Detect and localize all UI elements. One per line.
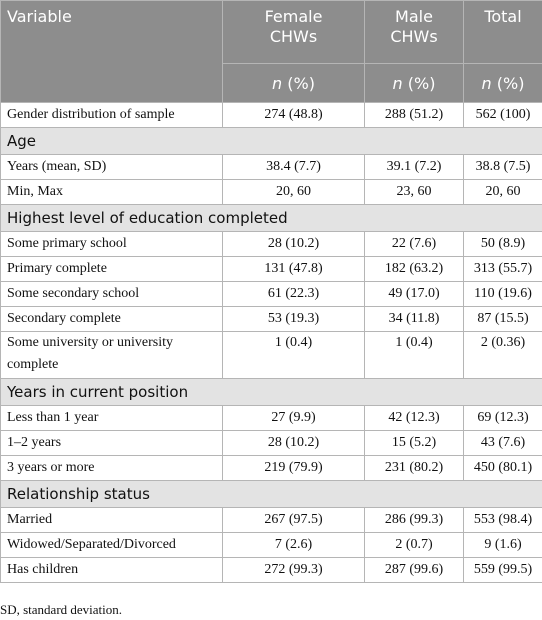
header-text: Male CHWs xyxy=(390,7,438,46)
value-cell: 288 (51.2) xyxy=(364,102,464,128)
value-cell: 69 (12.3) xyxy=(463,405,542,431)
section-row: Relationship status xyxy=(0,480,542,508)
value-cell: 23, 60 xyxy=(364,179,464,205)
label-cell: Some secondary school xyxy=(0,281,223,307)
subheader-cell: n (%) xyxy=(463,63,542,103)
data-row: Has children 272 (99.3) 287 (99.6) 559 (99.… xyxy=(0,557,542,583)
table-header: Variable Female CHWs Male CHWs Total n (… xyxy=(0,0,542,103)
value-cell: 20, 60 xyxy=(222,179,365,205)
data-row: 3 years or more 219 (79.9) 231 (80.2) 450 (… xyxy=(0,455,542,481)
value-cell: 9 (1.6) xyxy=(463,532,542,558)
label-cell: Has children xyxy=(0,557,223,583)
value-cell: 87 (15.5) xyxy=(463,306,542,332)
value-cell: 267 (97.5) xyxy=(222,507,365,533)
value-cell: 272 (99.3) xyxy=(222,557,365,583)
section-cell: Highest level of education completed xyxy=(0,204,542,232)
value-cell: 50 (8.9) xyxy=(463,231,542,257)
value-cell: 231 (80.2) xyxy=(364,455,464,481)
data-row: Widowed/Separated/Divorced 7 (2.6) 2 (0.7)… xyxy=(0,532,542,558)
value-cell: 53 (19.3) xyxy=(222,306,365,332)
data-row: Primary complete 131 (47.8) 182 (63.2) 313 … xyxy=(0,256,542,282)
value-cell: 22 (7.6) xyxy=(364,231,464,257)
value-cell: 28 (10.2) xyxy=(222,231,365,257)
section-row: Years in current position xyxy=(0,378,542,406)
value-cell: 38.8 (7.5) xyxy=(463,154,542,180)
value-cell: 1 (0.4) xyxy=(222,331,365,379)
subheader-cell: n (%) xyxy=(364,63,464,103)
value-cell: 27 (9.9) xyxy=(222,405,365,431)
value-cell: 28 (10.2) xyxy=(222,430,365,456)
label-cell: Years (mean, SD) xyxy=(0,154,223,180)
header-cell: Female CHWs xyxy=(222,0,365,64)
value-cell: 2 (0.7) xyxy=(364,532,464,558)
value-cell: 313 (55.7) xyxy=(463,256,542,282)
value-cell: 15 (5.2) xyxy=(364,430,464,456)
section-cell: Relationship status xyxy=(0,480,542,508)
value-cell: 34 (11.8) xyxy=(364,306,464,332)
header-row: Variable Female CHWs Male CHWs Total xyxy=(0,0,542,103)
value-cell: 42 (12.3) xyxy=(364,405,464,431)
data-row: Some university or university complete 1 … xyxy=(0,331,542,379)
header-cell: Total xyxy=(463,0,542,64)
value-cell: 559 (99.5) xyxy=(463,557,542,583)
value-cell: 562 (100) xyxy=(463,102,542,128)
data-row: Gender distribution of sample 274 (48.8) 2… xyxy=(0,102,542,128)
section-row: Age xyxy=(0,127,542,155)
section-cell: Years in current position xyxy=(0,378,542,406)
label-cell: Widowed/Separated/Divorced xyxy=(0,532,223,558)
data-row: Less than 1 year 27 (9.9) 42 (12.3) 69 (12.… xyxy=(0,405,542,431)
label-cell: Less than 1 year xyxy=(0,405,223,431)
section-cell: Age xyxy=(0,127,542,155)
value-cell: 110 (19.6) xyxy=(463,281,542,307)
label-cell: Married xyxy=(0,507,223,533)
value-cell: 274 (48.8) xyxy=(222,102,365,128)
value-cell: 450 (80.1) xyxy=(463,455,542,481)
footnote: SD, standard deviation. xyxy=(0,602,123,617)
data-row: Married 267 (97.5) 286 (99.3) 553 (98.4) xyxy=(0,507,542,533)
value-cell: 61 (22.3) xyxy=(222,281,365,307)
value-cell: 43 (7.6) xyxy=(463,430,542,456)
subheader-row: n (%) n (%) n (%) xyxy=(1,63,542,103)
table-body: Gender distribution of sample 274 (48.8) 2… xyxy=(0,102,542,583)
value-cell: 131 (47.8) xyxy=(222,256,365,282)
subheader-cell: n (%) xyxy=(222,63,365,103)
data-row: 1–2 years 28 (10.2) 15 (5.2) 43 (7.6) xyxy=(0,430,542,456)
header-text: Total xyxy=(484,7,522,26)
value-cell: 287 (99.6) xyxy=(364,557,464,583)
label-cell: Some primary school xyxy=(0,231,223,257)
value-cell: 20, 60 xyxy=(463,179,542,205)
data-row: Min, Max 20, 60 23, 60 20, 60 xyxy=(0,179,542,205)
label-cell: Gender distribution of sample xyxy=(0,102,223,128)
label-cell: 1–2 years xyxy=(0,430,223,456)
value-cell: 39.1 (7.2) xyxy=(364,154,464,180)
value-cell: 219 (79.9) xyxy=(222,455,365,481)
label-cell: Some university or university complete xyxy=(0,331,223,379)
value-cell: 7 (2.6) xyxy=(222,532,365,558)
data-row: Some secondary school 61 (22.3) 49 (17.0) 1… xyxy=(0,281,542,307)
value-cell: 49 (17.0) xyxy=(364,281,464,307)
data-row: Secondary complete 53 (19.3) 34 (11.8) 87 (… xyxy=(0,306,542,332)
data-table: Variable Female CHWs Male CHWs Total n (… xyxy=(0,0,542,583)
data-row: Some primary school 28 (10.2) 22 (7.6) 50 (… xyxy=(0,231,542,257)
value-cell: 1 (0.4) xyxy=(364,331,464,379)
value-cell: 553 (98.4) xyxy=(463,507,542,533)
data-row: Years (mean, SD) 38.4 (7.7) 39.1 (7.2) 38.8… xyxy=(0,154,542,180)
value-cell: 182 (63.2) xyxy=(364,256,464,282)
section-row: Highest level of education completed xyxy=(0,204,542,232)
label-cell: Primary complete xyxy=(0,256,223,282)
header-cell: Male CHWs xyxy=(364,0,464,64)
header-cell: Variable xyxy=(0,0,223,103)
value-cell: 2 (0.36) xyxy=(463,331,542,379)
label-cell: Secondary complete xyxy=(0,306,223,332)
label-cell: Min, Max xyxy=(0,179,223,205)
value-cell: 38.4 (7.7) xyxy=(222,154,365,180)
label-cell: 3 years or more xyxy=(0,455,223,481)
value-cell: 286 (99.3) xyxy=(364,507,464,533)
header-text: Female CHWs xyxy=(264,7,323,46)
